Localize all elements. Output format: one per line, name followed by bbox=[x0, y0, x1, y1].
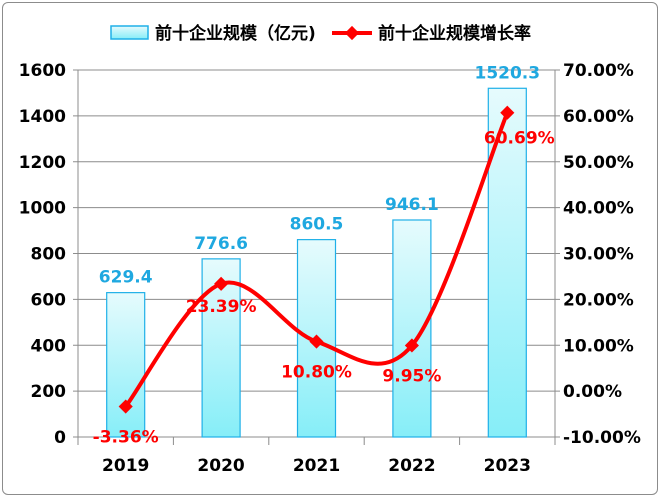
right-axis-tick: 30.00% bbox=[563, 245, 634, 265]
left-axis-tick: 1200 bbox=[19, 153, 66, 173]
legend: 前十企业规模（亿元) 前十企业规模增长率 bbox=[110, 23, 531, 44]
bar-data-label: 1520.3 bbox=[474, 63, 540, 83]
line-marker-2021 bbox=[309, 334, 324, 349]
right-axis-tick: 60.00% bbox=[563, 107, 634, 127]
left-axis-tick: 1400 bbox=[19, 107, 66, 127]
line-data-label: 10.80% bbox=[281, 363, 352, 383]
x-axis-label: 2019 bbox=[102, 456, 149, 476]
line-data-label: 60.69% bbox=[484, 129, 555, 149]
left-axis-tick: 600 bbox=[31, 290, 67, 310]
bar-data-label: 776.6 bbox=[194, 234, 248, 254]
left-axis-tick: 0 bbox=[54, 428, 66, 448]
right-axis-tick: 20.00% bbox=[563, 290, 634, 310]
line-marker-2020 bbox=[214, 276, 229, 291]
line-marker-2023 bbox=[500, 105, 515, 120]
right-axis-tick: 0.00% bbox=[563, 382, 622, 402]
right-axis-tick: -10.00% bbox=[563, 428, 641, 448]
bar-2019 bbox=[106, 292, 146, 438]
x-axis-label: 2021 bbox=[293, 456, 340, 476]
bar-data-label: 860.5 bbox=[290, 215, 344, 235]
right-axis-tick: 40.00% bbox=[563, 199, 634, 219]
x-axis-label: 2020 bbox=[197, 456, 244, 476]
line-data-label: 23.39% bbox=[186, 297, 257, 317]
legend-bar-label: 前十企业规模（亿元) bbox=[155, 23, 316, 44]
right-axis-tick: 70.00% bbox=[563, 61, 634, 81]
legend-line-label: 前十企业规模增长率 bbox=[378, 23, 531, 44]
left-axis-tick: 400 bbox=[31, 336, 67, 356]
line-data-label: 9.95% bbox=[382, 366, 441, 386]
legend-diamond-marker bbox=[344, 25, 360, 41]
right-axis-tick: 10.00% bbox=[563, 336, 634, 356]
left-axis-tick: 200 bbox=[31, 382, 67, 402]
right-axis-tick: 50.00% bbox=[563, 153, 634, 173]
legend-bar-swatch bbox=[110, 25, 149, 40]
bar-data-label: 629.4 bbox=[99, 268, 153, 288]
bar-data-label: 946.1 bbox=[385, 195, 439, 215]
left-axis-tick: 1000 bbox=[19, 199, 66, 219]
line-marker-2022 bbox=[404, 338, 419, 353]
x-axis-label: 2022 bbox=[388, 456, 435, 476]
line-marker-2019 bbox=[118, 399, 133, 414]
left-axis-tick: 800 bbox=[31, 245, 67, 265]
left-axis-tick: 1600 bbox=[19, 61, 66, 81]
line-data-label: -3.36% bbox=[93, 428, 159, 448]
x-axis-label: 2023 bbox=[484, 456, 531, 476]
